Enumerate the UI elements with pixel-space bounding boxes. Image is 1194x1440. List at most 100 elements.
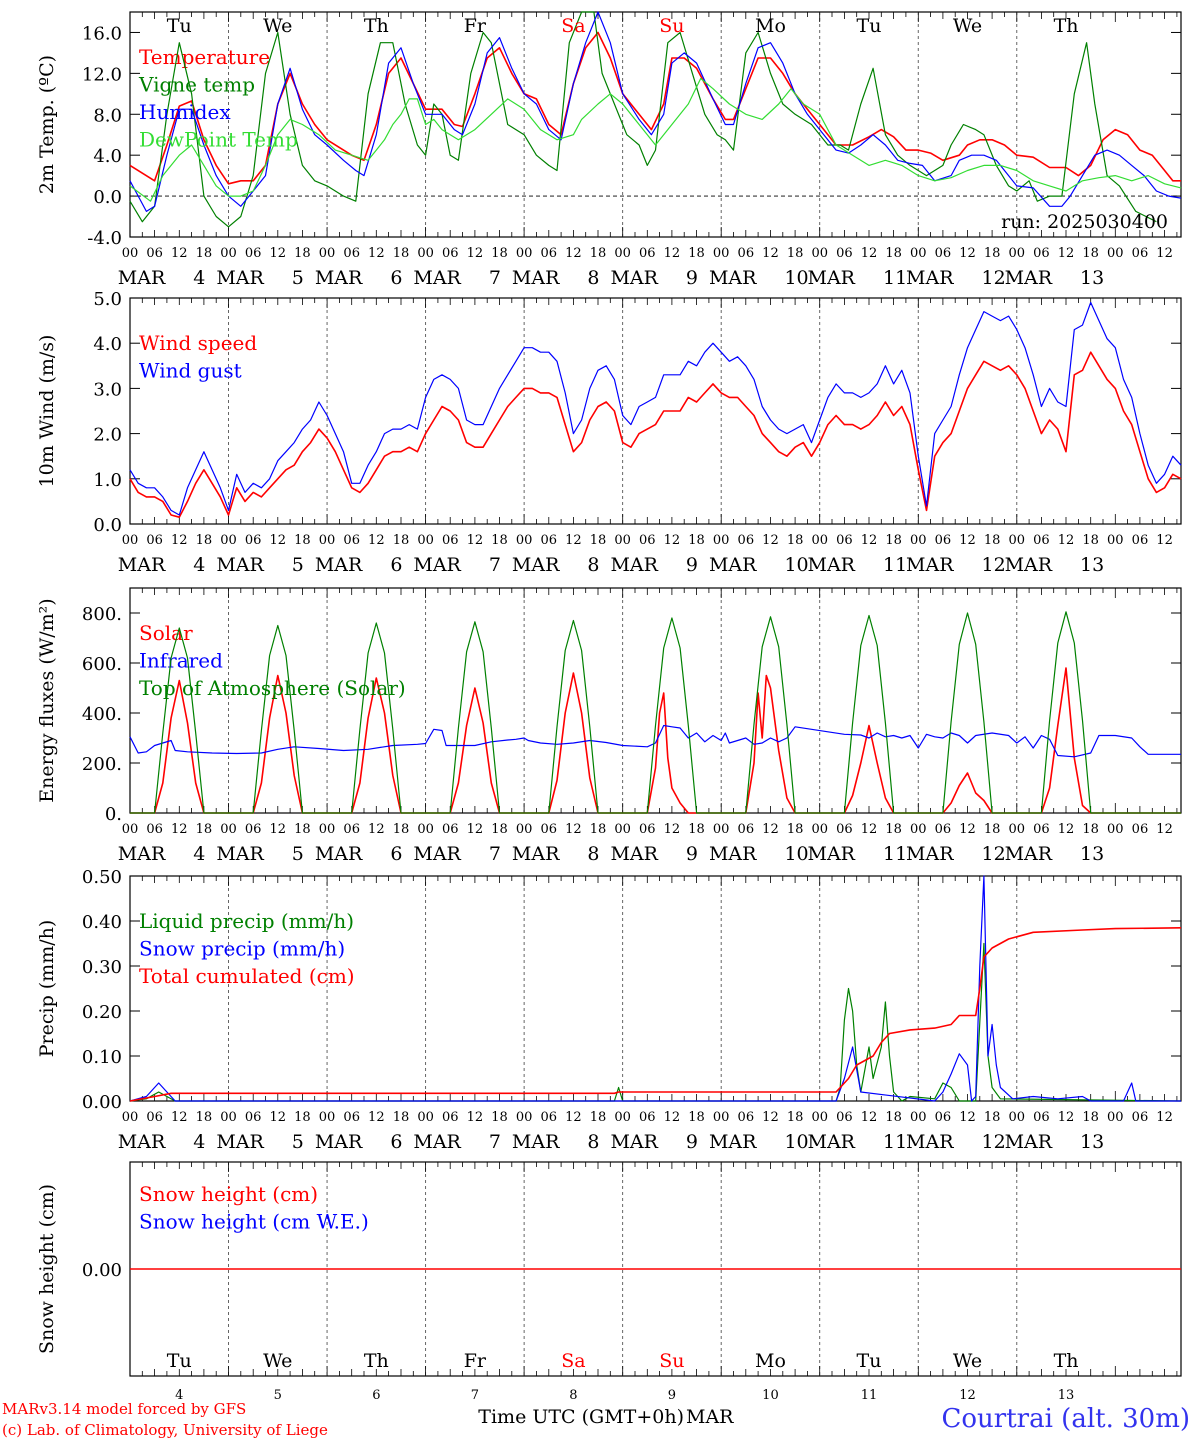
panel-frame — [129, 297, 1182, 525]
hour-label: 06 — [245, 822, 262, 837]
hour-label: 18 — [787, 246, 804, 261]
hour-label: 00 — [516, 822, 533, 837]
y-tick-label: 600. — [82, 654, 122, 675]
hour-label: 12 — [664, 822, 681, 837]
hour-label: 00 — [319, 1110, 336, 1125]
hour-label: 06 — [836, 822, 853, 837]
hour-label: 18 — [688, 822, 705, 837]
hour-label: 00 — [713, 1110, 730, 1125]
hour-label: 12 — [959, 1110, 976, 1125]
hour-label: 18 — [196, 246, 213, 261]
hour-label: 12 — [762, 246, 779, 261]
hour-label: 18 — [984, 533, 1001, 548]
date-label-day: 11 — [883, 1131, 907, 1153]
legend-entry: Snow height (cm W.E.) — [139, 1210, 369, 1234]
day-of-week-label: Tu — [857, 1350, 882, 1372]
hour-label: 06 — [540, 822, 557, 837]
date-label-month: MAR — [216, 554, 264, 576]
day-of-week-label: Th — [364, 15, 389, 37]
hour-label: 12 — [1058, 1110, 1075, 1125]
date-label-day: 6 — [390, 1131, 402, 1153]
legend-entry: Infrared — [139, 649, 223, 673]
hour-label: 06 — [935, 533, 952, 548]
series-line-infrared — [129, 724, 1181, 758]
date-label-day: 9 — [686, 554, 698, 576]
day-of-week-label: Tu — [167, 1350, 192, 1372]
hour-label: 06 — [639, 1110, 656, 1125]
hour-label: 00 — [614, 533, 631, 548]
hour-label: 18 — [885, 1110, 902, 1125]
time-ticks — [129, 12, 1178, 237]
hour-label: 00 — [811, 533, 828, 548]
hour-label: 06 — [343, 246, 360, 261]
hour-label: 12 — [861, 1110, 878, 1125]
y-tick-label: 200. — [82, 754, 122, 775]
hour-label: 00 — [122, 533, 139, 548]
date-label-day: 4 — [193, 843, 205, 865]
hour-label: 06 — [1132, 822, 1149, 837]
hour-label: 00 — [516, 533, 533, 548]
series-line-liquid-precip-mm-h- — [129, 942, 1182, 1102]
time-ticks — [129, 876, 1178, 1101]
y-tick-label: -4.0 — [87, 228, 122, 249]
panel-2: 0.0 1.0 2.0 3.0 4.0 5.0 10m Wind (m/s) Wind spe… — [36, 289, 1182, 576]
credit-line-2: (c) Lab. of Climatology, University of L… — [2, 1421, 328, 1439]
date-label-day: 8 — [587, 267, 599, 289]
y-tick-label: 8.0 — [93, 105, 122, 126]
hour-label: 18 — [1082, 246, 1099, 261]
day-of-week-label: Fr — [464, 15, 487, 37]
date-label-month: MAR — [512, 843, 560, 865]
hour-label: 00 — [1107, 1110, 1124, 1125]
date-label-month: MAR — [906, 843, 954, 865]
date-label-month: MAR — [610, 1131, 658, 1153]
hour-label: 00 — [319, 822, 336, 837]
hour-label: 06 — [639, 822, 656, 837]
hour-label: 12 — [565, 1110, 582, 1125]
y-tick-label: 12.0 — [82, 64, 122, 85]
hour-label: 12 — [467, 246, 484, 261]
hour-label: 12 — [1058, 822, 1075, 837]
date-label-month: MAR — [512, 554, 560, 576]
time-ticks — [129, 1162, 1178, 1376]
date-label-month: MAR — [413, 554, 461, 576]
date-label-day: 4 — [193, 554, 205, 576]
date-label-day: 5 — [292, 843, 304, 865]
date-label-month: MAR — [413, 267, 461, 289]
hour-label: 00 — [910, 1110, 927, 1125]
hour-label: 18 — [491, 1110, 508, 1125]
hour-label: 06 — [146, 246, 163, 261]
hour-label: 18 — [393, 533, 410, 548]
hour-label: 06 — [639, 246, 656, 261]
chart-panels: -4.0 0.0 4.0 8.0 12.0 16.0 2m Temp. (ºC) Temper… — [36, 11, 1182, 1403]
hour-label: 06 — [343, 1110, 360, 1125]
hour-label: 06 — [738, 533, 755, 548]
date-label-month: MAR — [413, 1131, 461, 1153]
date-label-day: 4 — [175, 1388, 183, 1403]
hour-label: 12 — [762, 822, 779, 837]
hour-label: 18 — [688, 533, 705, 548]
hour-label: 18 — [984, 1110, 1001, 1125]
legend-entry: Liquid precip (mm/h) — [139, 909, 354, 933]
date-label-month: MAR — [315, 1131, 363, 1153]
hour-label: 00 — [713, 822, 730, 837]
y-axis-label: Energy fluxes (W/m²) — [36, 598, 58, 802]
hour-label: 18 — [393, 246, 410, 261]
hour-label: 00 — [516, 246, 533, 261]
hour-label: 12 — [762, 1110, 779, 1125]
legend-entry: Total cumulated (cm) — [139, 964, 355, 988]
hour-label: 18 — [196, 822, 213, 837]
series-line-solar — [130, 667, 1181, 814]
hour-label: 06 — [245, 1110, 262, 1125]
time-axis-month: MAR — [686, 1406, 734, 1428]
date-label-month: MAR — [315, 843, 363, 865]
hour-label: 06 — [442, 246, 459, 261]
panel-1: -4.0 0.0 4.0 8.0 12.0 16.0 2m Temp. (ºC) Temper… — [36, 11, 1182, 289]
date-label-day: 5 — [292, 1131, 304, 1153]
hour-label: 18 — [590, 246, 607, 261]
panel-frame — [129, 11, 1182, 238]
date-label-day: 7 — [489, 843, 501, 865]
hour-label: 12 — [368, 1110, 385, 1125]
hour-label: 18 — [885, 246, 902, 261]
date-label-month: MAR — [216, 1131, 264, 1153]
hour-label: 12 — [664, 533, 681, 548]
